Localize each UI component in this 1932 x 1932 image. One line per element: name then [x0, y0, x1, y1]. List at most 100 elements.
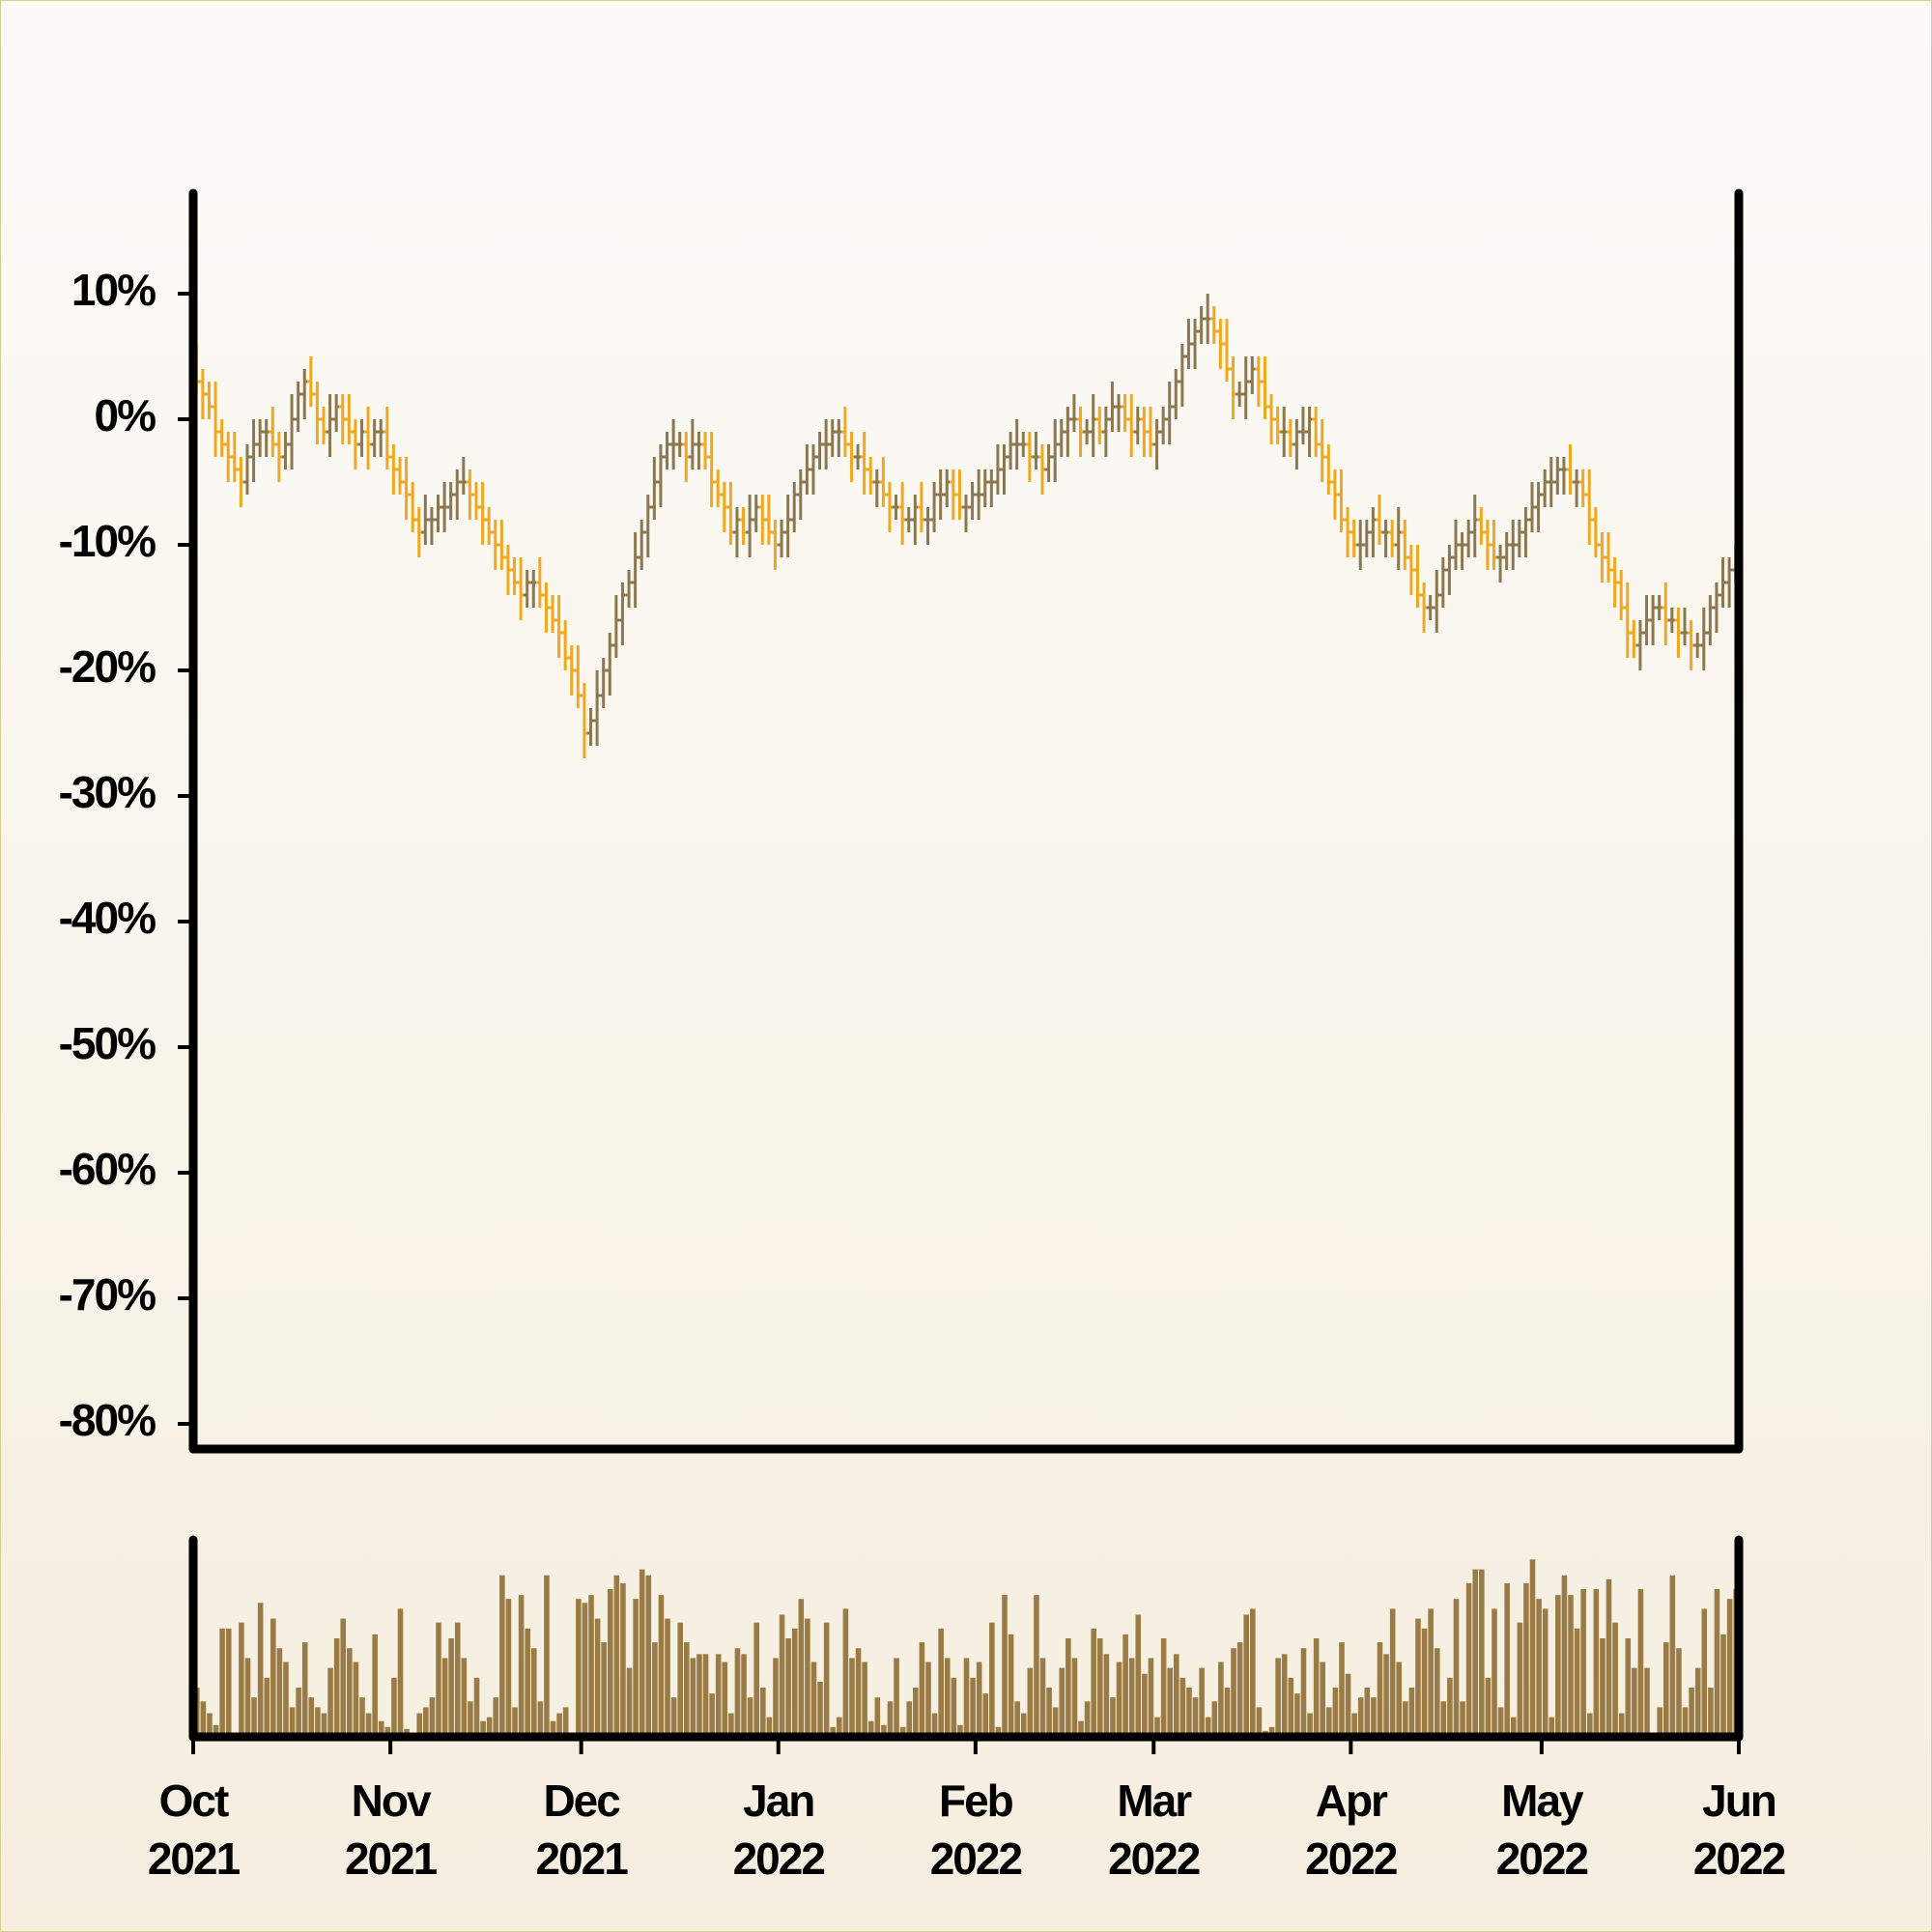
volume-bar — [1186, 1688, 1192, 1737]
volume-bar — [683, 1642, 690, 1737]
volume-bar — [441, 1658, 448, 1737]
x-tick-label: Oct 2021 — [148, 1776, 241, 1884]
volume-bar — [1440, 1701, 1447, 1737]
volume-bar — [257, 1603, 264, 1737]
y-tick-label: -10% — [59, 516, 156, 566]
volume-bar — [1071, 1658, 1078, 1737]
volume-bar — [982, 1693, 989, 1737]
volume-bar — [1052, 1707, 1059, 1737]
volume-bar — [1625, 1638, 1632, 1737]
volume-bar — [899, 1726, 906, 1737]
volume-bar — [1389, 1608, 1396, 1737]
volume-bar — [1714, 1589, 1720, 1737]
volume-bar — [1428, 1608, 1434, 1737]
volume-bar — [1288, 1677, 1294, 1737]
volume-bar — [773, 1658, 779, 1737]
volume-bar — [1586, 1713, 1593, 1737]
volume-bar — [1657, 1707, 1662, 1737]
volume-bar — [1396, 1662, 1403, 1737]
volume-bar — [1472, 1569, 1479, 1737]
volume-bar — [1173, 1654, 1179, 1737]
x-tick-label: Jan 2022 — [733, 1776, 825, 1884]
x-tick-label: Mar 2022 — [1108, 1776, 1200, 1884]
volume-bar — [315, 1707, 321, 1737]
volume-bar — [970, 1677, 976, 1737]
volume-bar — [944, 1658, 951, 1737]
volume-bar — [1205, 1717, 1211, 1737]
volume-bar — [359, 1697, 365, 1737]
volume-bar — [264, 1677, 270, 1737]
volume-bar — [397, 1608, 404, 1737]
volume-bar — [1568, 1595, 1574, 1737]
volume-bar — [1167, 1667, 1173, 1737]
volume-bar — [1046, 1688, 1052, 1737]
volume-bar — [867, 1720, 874, 1737]
volume-bar — [454, 1622, 461, 1737]
volume-bar — [588, 1595, 594, 1737]
volume-bar — [1460, 1701, 1465, 1737]
volume-bar — [436, 1622, 441, 1737]
volume-bar — [951, 1677, 957, 1737]
volume-bar — [1294, 1693, 1300, 1737]
volume-bar — [690, 1658, 696, 1737]
volume-bar — [1434, 1648, 1440, 1737]
volume-bar — [1708, 1688, 1714, 1737]
volume-bar — [365, 1713, 372, 1737]
volume-bar — [1128, 1658, 1135, 1737]
volume-bar — [1116, 1662, 1122, 1737]
volume-bar — [722, 1662, 728, 1737]
volume-bar — [530, 1648, 537, 1737]
volume-bar — [1179, 1677, 1186, 1737]
volume-bar — [1231, 1648, 1236, 1737]
volume-bar — [1561, 1575, 1568, 1737]
volume-bar — [1281, 1654, 1288, 1737]
volume-bar — [301, 1642, 308, 1737]
volume-bar — [823, 1622, 830, 1737]
volume-bar — [696, 1654, 702, 1737]
volume-bar — [1637, 1589, 1644, 1737]
volume-bar — [321, 1713, 327, 1737]
y-tick-label: -20% — [59, 641, 156, 692]
volume-bar — [734, 1648, 741, 1737]
volume-bar — [1320, 1662, 1326, 1737]
x-tick-label: Feb 2022 — [930, 1776, 1022, 1884]
volume-bar — [353, 1662, 359, 1737]
volume-bar — [429, 1697, 436, 1737]
volume-bar — [1720, 1634, 1726, 1737]
volume-bar — [607, 1589, 613, 1737]
volume-bar — [1689, 1688, 1694, 1737]
volume-bar — [817, 1681, 823, 1737]
volume-bar — [1618, 1713, 1625, 1737]
volume-bar — [1504, 1582, 1510, 1737]
volume-bar — [1084, 1701, 1091, 1737]
y-tick-label: -70% — [59, 1269, 156, 1320]
volume-bar — [1345, 1673, 1351, 1737]
volume-bar — [244, 1658, 251, 1737]
volume-bar — [862, 1662, 867, 1737]
volume-bar — [1160, 1638, 1167, 1737]
volume-bar — [562, 1707, 569, 1737]
volume-bar — [633, 1599, 639, 1737]
volume-bar — [709, 1693, 715, 1737]
volume-bar — [1510, 1717, 1517, 1737]
volume-bar — [881, 1724, 887, 1737]
volume-bar — [308, 1697, 315, 1737]
volume-bar — [1364, 1688, 1371, 1737]
volume-bar — [919, 1642, 925, 1737]
volume-bar — [652, 1642, 658, 1737]
volume-bar — [1694, 1667, 1701, 1737]
volume-bar — [1726, 1599, 1733, 1737]
volume-bar — [1307, 1713, 1313, 1737]
volume-bar — [1091, 1628, 1096, 1737]
volume-bar — [213, 1724, 219, 1737]
volume-bar — [1122, 1634, 1128, 1737]
volume-bar — [931, 1713, 938, 1737]
volume-bar — [805, 1618, 810, 1737]
volume-bar — [601, 1642, 607, 1737]
volume-bar — [1275, 1658, 1281, 1737]
volume-bar — [989, 1622, 995, 1737]
volume-bar — [1192, 1697, 1199, 1737]
volume-bar — [842, 1608, 849, 1737]
volume-bar — [372, 1634, 378, 1737]
y-tick-label: 10% — [71, 265, 156, 315]
